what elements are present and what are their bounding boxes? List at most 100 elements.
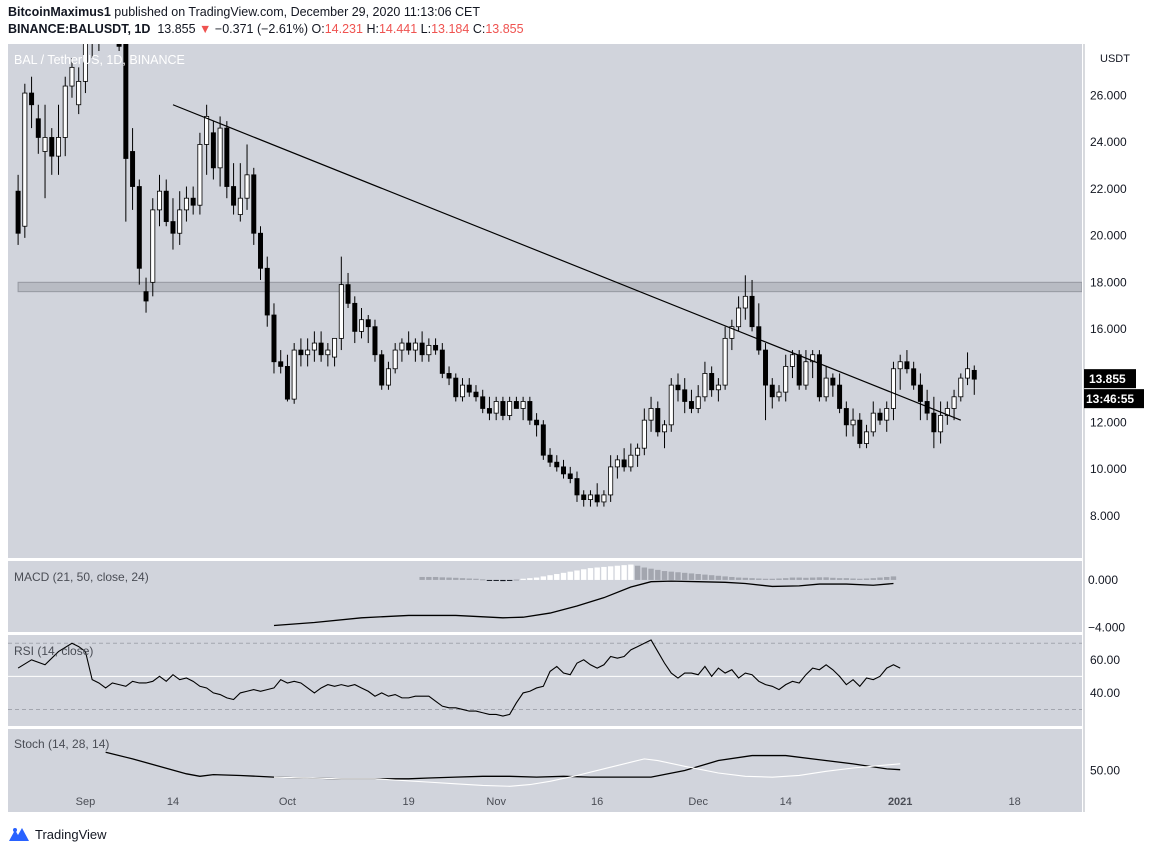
candle [365,315,371,344]
candle-body-down [561,466,567,475]
candle-body-down [345,284,351,304]
candle [258,226,263,280]
candle-body-down [143,291,149,302]
candle [98,44,100,52]
candle-body-up [951,396,957,409]
macd-histogram-bar [809,577,816,580]
footer-brand[interactable]: TradingView [35,826,107,842]
macd-histogram-bar [877,577,883,580]
candle-body-up [695,396,701,409]
candle-body-down [15,190,21,234]
price-axis-tick-label: 12.000 [1090,415,1127,429]
candle [641,408,647,456]
candle-body-down [877,412,883,421]
candle-body-up [870,412,876,433]
last-price-label-background [1084,369,1136,389]
candle-body-down [190,197,196,206]
candle-body-down [769,384,775,398]
candle [830,373,836,397]
candle-body-down [621,459,627,468]
candle [897,354,903,390]
price-axis-tick-label: 26.000 [1090,88,1127,102]
candle-body-down [278,361,284,367]
candle [42,104,48,199]
candle-body-up [426,344,432,356]
candle [944,401,950,425]
macd-histogram-bar [823,577,829,580]
macd-histogram-bar [655,569,661,580]
time-axis-tick-label: 16 [591,796,603,808]
candle [695,385,701,414]
candle [237,163,243,222]
time-axis-tick-label: Sep [76,796,96,808]
candle [399,338,405,362]
candle [177,191,183,245]
candle-body-up [237,197,243,215]
candle [810,350,816,379]
candle-body-up [104,21,108,28]
candle-body-up [197,144,203,206]
candle-body-down [917,384,923,402]
candle [796,350,802,390]
candle [412,338,418,362]
candle-body-down [547,454,553,463]
macd-histogram-bar [500,579,506,582]
candle [749,279,755,332]
candle-body-down [379,354,385,386]
candle [460,378,466,402]
time-axis-tick-label: 14 [780,796,792,808]
candle [729,319,735,351]
candle [35,104,41,154]
candle [736,296,742,332]
candle-body-down [170,221,176,234]
candle-body-down [29,92,35,106]
candle [163,179,169,227]
candle [56,104,61,175]
candle-body-down [500,401,506,416]
low-label: L: [420,22,432,36]
candle [890,361,896,421]
candle [742,275,748,320]
candle [453,373,459,402]
candle [513,396,519,409]
macd-histogram-bar [695,574,701,580]
candle [271,303,277,374]
candle [958,373,964,402]
candle-body-up [850,419,856,426]
candle-body-down [406,342,412,351]
macd-histogram-bar [722,576,728,580]
macd-histogram-bar [594,567,600,580]
candle [682,378,688,414]
candle [823,366,829,402]
stoch-pane-title: Stoch (14, 28, 14) [14,737,109,751]
candle-body-up [884,408,890,421]
candle [608,455,614,502]
candle [352,296,358,344]
low-value: 13.184 [431,22,470,36]
macd-histogram-bar [850,578,856,580]
candle-body-up [460,384,466,398]
macd-histogram-bar [735,577,742,580]
stoch-k-line [105,751,901,780]
candle [911,361,917,390]
candle-body-up [493,401,499,414]
rsi-pane-background [8,635,1082,726]
candle [439,343,445,379]
candle [49,128,55,175]
rsi-plot [8,639,1082,717]
last-price-label: 13.855 [1089,372,1126,386]
candle-body-up [291,349,297,400]
price-axis-tick-label: 10.000 [1090,462,1127,476]
macd-histogram-bar [836,578,843,580]
candle-body-down [911,368,917,386]
macd-histogram-bar [688,573,695,580]
author-name[interactable]: BitcoinMaximus1 [8,5,111,19]
candle [345,272,351,309]
candle [217,116,223,187]
time-axis-tick-label: Nov [486,796,506,808]
tradingview-logo-icon[interactable] [8,826,30,842]
candle [157,174,162,227]
time-axis-tick-label: Oct [279,796,296,808]
candle-body-up [311,342,317,351]
